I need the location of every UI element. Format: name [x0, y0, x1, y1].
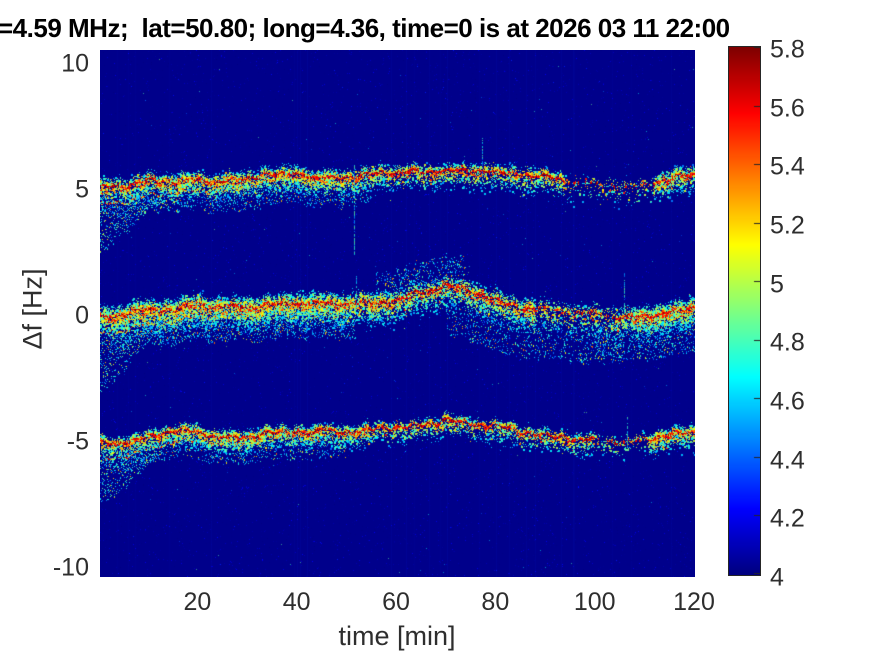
colorbar-tick-label: 5.6 — [770, 93, 805, 122]
y-tick-label: -10 — [52, 553, 89, 582]
x-tick-label: 40 — [282, 588, 311, 616]
y-tick-label: 0 — [75, 301, 89, 330]
x-tick-label: 80 — [481, 588, 510, 616]
x-axis-label: time [min] — [338, 621, 456, 651]
colorbar-tick-label: 5.2 — [770, 211, 805, 240]
spectrogram-plot — [100, 50, 695, 577]
colorbar-tick-label: 5.4 — [770, 152, 805, 181]
x-tick-label: 120 — [673, 588, 715, 616]
y-tick-label: 10 — [61, 49, 89, 78]
colorbar-gradient — [728, 46, 761, 576]
y-tick-label: 5 — [75, 175, 89, 204]
colorbar-tick-label: 4 — [770, 563, 784, 592]
colorbar-tick-label: 5 — [770, 269, 784, 298]
colorbar-tick-label: 4.8 — [770, 328, 805, 357]
colorbar-tick-label: 5.8 — [770, 35, 805, 64]
y-axis-label: Δf [Hz] — [17, 268, 48, 350]
colorbar-tick-label: 4.6 — [770, 387, 805, 416]
x-tick-label: 100 — [573, 588, 616, 616]
x-tick-label: 60 — [382, 588, 410, 616]
chart-title: =4.59 MHz; lat=50.80; long=4.36, time=0 … — [0, 13, 730, 43]
colorbar-tick-label: 4.2 — [770, 504, 805, 533]
colorbar-tick-label: 4.4 — [770, 445, 805, 474]
x-tick-label: 20 — [183, 588, 212, 616]
y-tick-label: -5 — [66, 427, 89, 456]
